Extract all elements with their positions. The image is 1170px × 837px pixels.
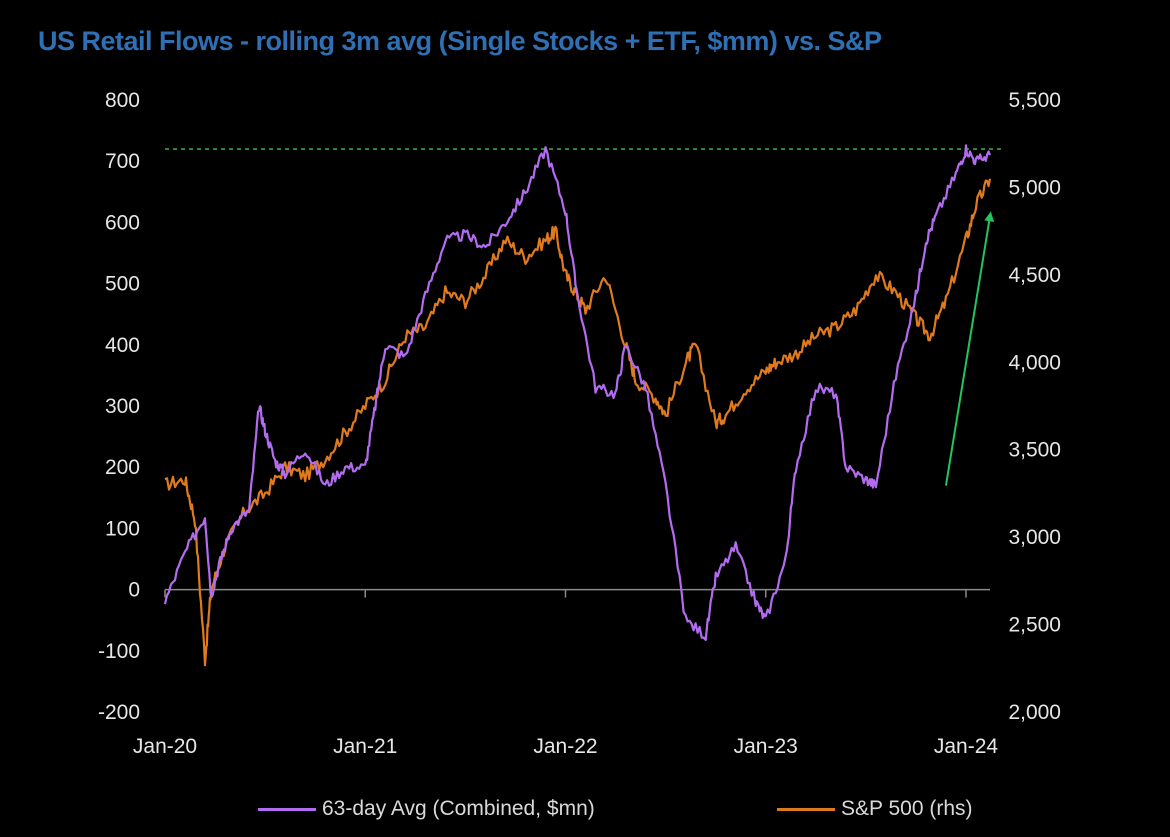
- left-axis-tick-label: -100: [98, 640, 140, 663]
- left-axis-tick-label: 700: [105, 150, 140, 173]
- series-line-sp500: [164, 178, 992, 667]
- legend-sp500: S&P 500 (rhs): [777, 795, 973, 823]
- right-axis-tick-label: 5,500: [1008, 89, 1061, 112]
- trend-arrow: [944, 211, 995, 486]
- left-axis-tick-label: 800: [105, 89, 140, 112]
- left-axis-tick-label: 100: [105, 517, 140, 540]
- right-axis-tick-label: 5,000: [1008, 176, 1061, 199]
- right-axis-tick-label: 3,000: [1008, 526, 1061, 549]
- legend-label-retail-flows: 63-day Avg (Combined, $mn): [322, 797, 595, 820]
- right-axis-tick-label: 4,500: [1008, 264, 1061, 287]
- x-tick-label: Jan-23: [734, 735, 798, 758]
- left-axis-tick-label: 600: [105, 211, 140, 234]
- left-axis-tick-label: 400: [105, 334, 140, 357]
- x-tick-label: Jan-20: [133, 735, 197, 758]
- chart-title: US Retail Flows - rolling 3m avg (Single…: [38, 26, 882, 56]
- left-axis-tick-label: 0: [128, 579, 140, 602]
- series-line-retail-flows: [163, 144, 992, 641]
- legend-label-sp500: S&P 500 (rhs): [841, 797, 973, 820]
- right-axis-tick-label: 3,500: [1008, 439, 1061, 462]
- left-axis-tick-label: -200: [98, 701, 140, 724]
- left-axis-tick-label: 500: [105, 273, 140, 296]
- right-axis-tick-label: 2,500: [1008, 614, 1061, 637]
- legend-swatch-sp500: [777, 807, 835, 811]
- legend: 63-day Avg (Combined, $mn): [258, 795, 595, 823]
- x-tick-label: Jan-21: [333, 735, 397, 758]
- legend-swatch-retail-flows: [258, 807, 316, 811]
- left-axis-tick-label: 200: [105, 456, 140, 479]
- x-tick-label: Jan-22: [533, 735, 597, 758]
- x-tick-label: Jan-24: [934, 735, 999, 758]
- right-axis-tick-label: 4,000: [1008, 351, 1061, 374]
- right-axis-tick-label: 2,000: [1008, 701, 1061, 724]
- left-axis-tick-label: 300: [105, 395, 140, 418]
